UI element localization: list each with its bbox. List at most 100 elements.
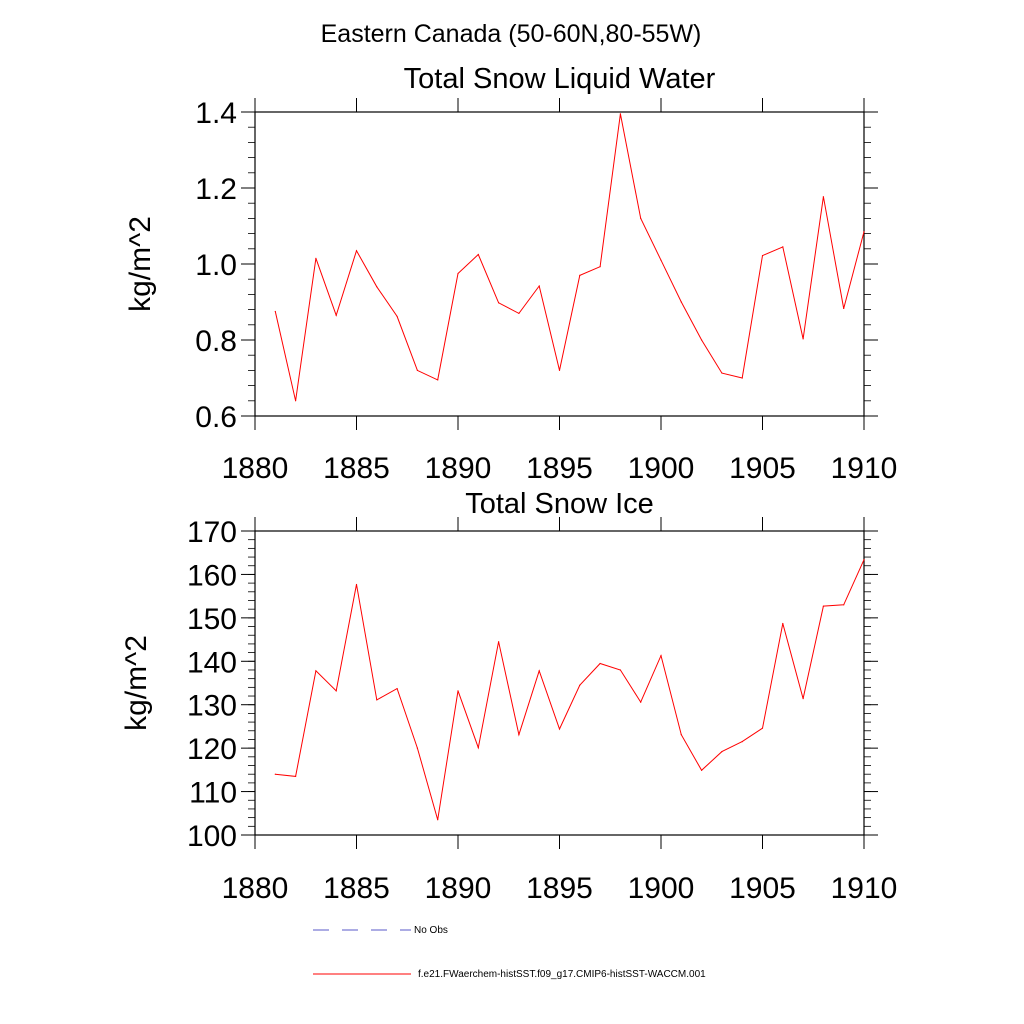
- data-point: [315, 257, 317, 259]
- data-point: [660, 259, 662, 261]
- data-point: [437, 819, 439, 821]
- data-point: [498, 641, 500, 643]
- data-point: [538, 285, 540, 287]
- data-point: [355, 250, 358, 252]
- data-point: [376, 699, 378, 701]
- x-tick-label: 1895: [526, 872, 593, 905]
- data-point: [741, 377, 743, 379]
- y-tick-label: 1.4: [195, 97, 237, 130]
- x-tick-label: 1910: [831, 452, 898, 485]
- data-point: [802, 698, 804, 700]
- snow-ice-panel: Total Snow Ice 1880 1885 1890 1895 1900 1905 19…: [120, 488, 897, 905]
- data-point: [518, 312, 520, 314]
- x-tick-label: 1880: [222, 452, 289, 485]
- y-tick-label: 150: [187, 603, 237, 636]
- x-tick-label: 1885: [323, 452, 390, 485]
- data-point: [680, 734, 682, 736]
- x-tick-label: 1885: [323, 872, 390, 905]
- data-point: [761, 255, 764, 257]
- data-point: [619, 113, 622, 115]
- legend: No Obs f.e21.FWaerchem-histSST.f09_g17.C…: [313, 925, 706, 980]
- y-tick-label: 1.2: [195, 173, 237, 206]
- data-point: [863, 559, 865, 561]
- legend-model-label: f.e21.FWaerchem-histSST.f09_g17.CMIP6-hi…: [418, 969, 706, 980]
- data-point: [822, 196, 825, 198]
- data-point: [396, 688, 398, 690]
- data-point: [518, 734, 520, 736]
- y-tick-label: 110: [189, 777, 237, 810]
- data-point: [761, 727, 764, 729]
- x-tick-label: 1900: [628, 872, 695, 905]
- figure-title: Eastern Canada (50-60N,80-55W): [321, 20, 702, 48]
- series-line: [274, 113, 865, 401]
- data-point: [680, 301, 682, 303]
- data-point: [822, 605, 825, 607]
- x-tick-label: 1890: [425, 452, 492, 485]
- data-point: [701, 769, 703, 771]
- data-point: [335, 690, 337, 692]
- data-point: [640, 217, 642, 219]
- y-tick-label: 130: [187, 690, 237, 723]
- series-line: [275, 559, 865, 820]
- data-point: [355, 583, 358, 586]
- data-point: [599, 662, 601, 665]
- data-point: [274, 310, 276, 313]
- data-point: [619, 669, 622, 671]
- data-point: [741, 741, 743, 743]
- x-tick-label: 1880: [222, 872, 289, 905]
- panel-title: Total Snow Ice: [465, 488, 654, 520]
- legend-no-obs-label: No Obs: [414, 925, 448, 936]
- y-tick-label: 0.6: [195, 401, 237, 434]
- y-axis-title: kg/m^2: [124, 216, 157, 312]
- data-point: [416, 747, 418, 749]
- data-point: [295, 400, 297, 402]
- y-axis-title: kg/m^2: [120, 635, 153, 731]
- data-point: [477, 747, 479, 749]
- y-tick-label: 100: [187, 820, 237, 853]
- data-point: [335, 314, 337, 316]
- data-point: [782, 246, 784, 248]
- plot-frame: [254, 530, 865, 836]
- x-tick-label: 1910: [831, 872, 898, 905]
- data-point: [782, 622, 784, 625]
- data-point: [295, 775, 297, 777]
- data-point: [437, 379, 439, 381]
- data-point: [863, 231, 865, 233]
- data-point: [843, 307, 845, 310]
- y-tick-label: 170: [187, 516, 237, 549]
- data-point: [477, 253, 479, 256]
- y-tick-label: 160: [187, 559, 237, 592]
- x-tick-label: 1905: [729, 452, 796, 485]
- data-point: [843, 604, 845, 606]
- data-point: [498, 302, 500, 304]
- y-tick-label: 0.8: [195, 325, 237, 358]
- liquid-water-panel: Total Snow Liquid Water 1880 1885 1890 1895 1…: [124, 63, 897, 485]
- data-point: [701, 339, 703, 341]
- data-point: [376, 286, 378, 288]
- data-point: [802, 338, 804, 340]
- y-tick-label: 120: [187, 733, 237, 766]
- data-point: [579, 684, 581, 686]
- x-tick-label: 1900: [628, 452, 695, 485]
- data-point: [396, 315, 398, 318]
- data-point: [538, 670, 540, 672]
- data-point: [274, 773, 276, 775]
- data-point: [558, 728, 561, 730]
- x-tick-label: 1890: [425, 872, 492, 905]
- data-point: [579, 274, 581, 276]
- data-point: [315, 670, 317, 672]
- data-point: [599, 266, 601, 268]
- data-point: [457, 690, 459, 692]
- data-point: [416, 369, 418, 371]
- data-point: [721, 372, 723, 374]
- x-tick-label: 1905: [729, 872, 796, 905]
- data-point: [558, 369, 561, 371]
- y-tick-label: 140: [187, 646, 237, 679]
- y-tick-label: 1.0: [195, 249, 237, 282]
- panel-title: Total Snow Liquid Water: [404, 63, 716, 95]
- data-point: [457, 272, 459, 275]
- data-point: [640, 701, 642, 703]
- data-point: [660, 655, 662, 657]
- x-tick-label: 1895: [526, 452, 593, 485]
